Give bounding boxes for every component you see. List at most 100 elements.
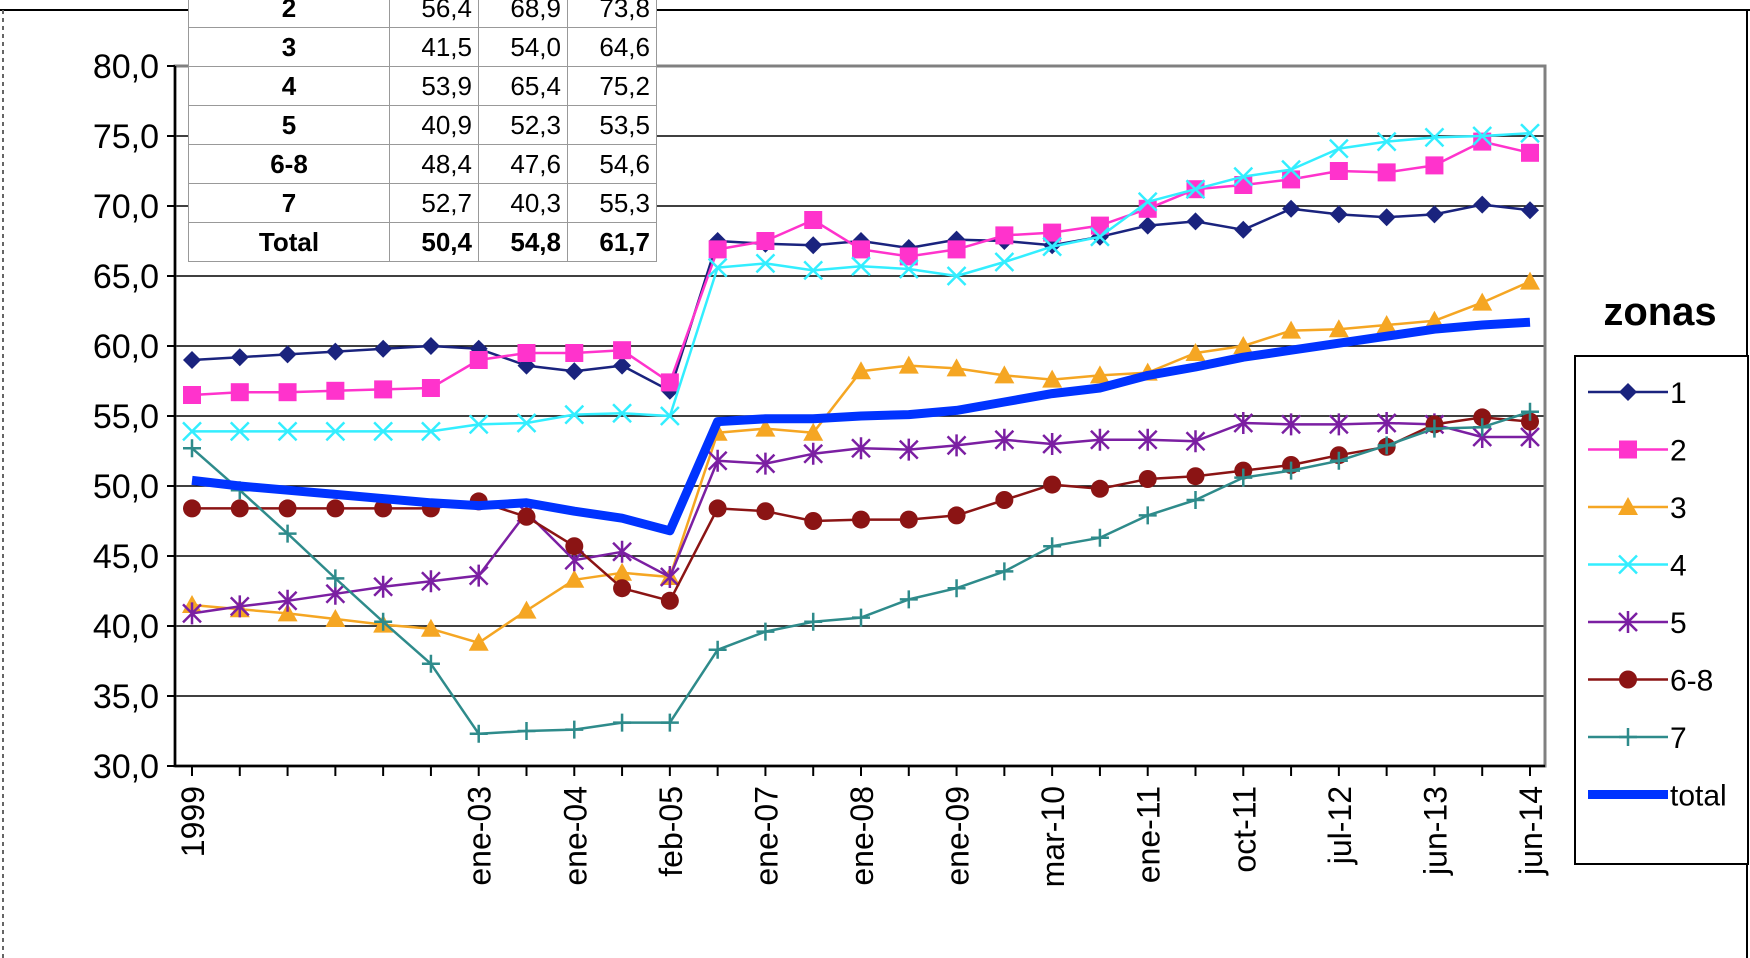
data-point [1425, 205, 1444, 224]
x-tick-label: oct-11 [1226, 786, 1262, 873]
table-row-label: 3 [188, 27, 390, 67]
table-cell: 53,9 [389, 66, 479, 106]
data-point [756, 502, 775, 521]
data-point [1473, 418, 1492, 437]
x-tick-label: ene-11 [1131, 786, 1167, 883]
data-point [325, 421, 346, 442]
data-point [994, 428, 1015, 451]
data-point [373, 421, 394, 442]
table-cell: 48,4 [389, 144, 479, 184]
data-point [421, 337, 440, 355]
data-point [374, 499, 393, 518]
y-tick-label: 55,0 [93, 398, 159, 436]
data-point [899, 590, 918, 609]
data-point [1521, 412, 1539, 431]
data-point [373, 575, 394, 598]
data-point [1376, 131, 1397, 152]
data-point [1377, 163, 1396, 182]
data-point [468, 414, 489, 435]
data-point [1138, 470, 1157, 488]
x-tick-label: 1999 [175, 786, 211, 857]
data-point [852, 510, 870, 529]
data-point [277, 421, 298, 442]
data-point [374, 612, 393, 631]
table-cell: 68,9 [478, 0, 568, 28]
x-tick-label: ene-04 [557, 786, 593, 886]
data-point [1472, 292, 1493, 311]
legend-label: total [1670, 780, 1727, 813]
table-cell: 75,2 [567, 66, 657, 106]
y-tick-label: 70,0 [93, 188, 159, 226]
data-point [1233, 166, 1254, 187]
data-point [1042, 369, 1063, 388]
table-cell: 56,4 [389, 0, 479, 28]
data-point [326, 569, 345, 588]
data-point [1619, 670, 1637, 689]
gridlines [175, 135, 1545, 697]
data-point [1281, 159, 1301, 180]
data-point [612, 403, 632, 424]
legend-item-5: 5 [1588, 607, 1687, 640]
data-point [899, 510, 918, 529]
data-point [898, 438, 919, 461]
table-row: 7 52,7 40,3 55,3 [188, 183, 657, 223]
data-point [994, 365, 1015, 384]
data-point [1521, 143, 1539, 162]
data-point [1186, 467, 1205, 486]
data-point [1520, 271, 1540, 290]
data-point [1186, 491, 1205, 509]
data-point [947, 240, 966, 259]
y-tick-label: 35,0 [93, 678, 159, 716]
x-tick-label: ene-03 [462, 786, 498, 886]
data-point [1424, 127, 1445, 148]
data-point [1185, 430, 1206, 453]
data-point [995, 491, 1014, 509]
data-point [1619, 440, 1637, 459]
data-point [660, 591, 679, 610]
legend-item-1: 1 [1588, 377, 1687, 410]
data-point [229, 595, 250, 618]
legend-item-2: 2 [1588, 435, 1687, 468]
data-point [468, 632, 489, 651]
data-point [229, 421, 250, 442]
legend-label: 6-8 [1670, 665, 1713, 698]
data-point [613, 341, 632, 360]
x-tick-label: ene-08 [844, 786, 880, 886]
data-point [1377, 208, 1396, 227]
table-cell: 52,7 [389, 183, 479, 223]
data-point [851, 361, 871, 380]
data-point [469, 351, 488, 369]
data-point [1233, 412, 1254, 434]
data-point [1137, 428, 1158, 451]
data-point [804, 512, 823, 530]
data-point [421, 379, 440, 397]
data-point [1233, 336, 1254, 354]
data-point [851, 256, 871, 277]
data-point [278, 524, 297, 543]
data-point [1282, 170, 1301, 189]
series-lines [182, 123, 1540, 743]
axes: 30,0 35,0 40,0 45,0 50,0 55,0 60,0 65,0 70,0 75,0… [93, 48, 1549, 887]
data-point [1281, 413, 1301, 436]
data-point [325, 609, 346, 627]
data-point [659, 406, 680, 426]
table-cell: 55,3 [567, 183, 657, 223]
legend-title: zonas [1603, 290, 1716, 334]
legend: zonas 1 2 3 4 5 6-8 7 total [1574, 290, 1749, 865]
table-cell: 54,6 [567, 144, 657, 184]
table-row: 5 40,9 52,3 53,5 [188, 105, 657, 145]
data-point [183, 386, 201, 404]
data-point [182, 421, 202, 442]
series-7 [183, 402, 1539, 743]
data-point [230, 348, 249, 367]
data-point [898, 259, 919, 279]
data-point [517, 507, 536, 526]
y-tick-label: 30,0 [93, 748, 159, 786]
data-point [804, 236, 823, 255]
data-point [612, 562, 633, 581]
data-point [230, 499, 249, 518]
data-point [421, 570, 441, 593]
legend-label: 2 [1670, 435, 1687, 468]
table-cell: 53,5 [567, 105, 657, 145]
